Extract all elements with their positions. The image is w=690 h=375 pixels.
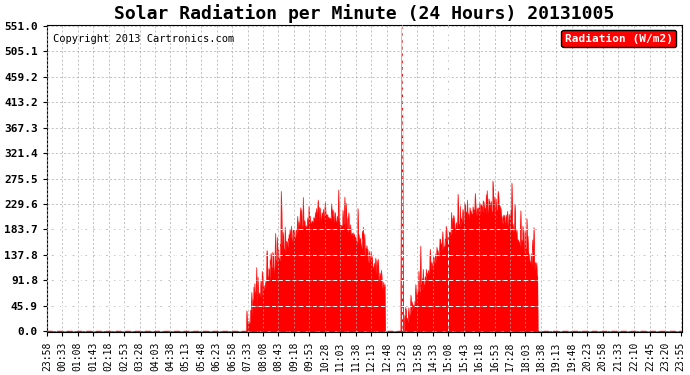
Title: Solar Radiation per Minute (24 Hours) 20131005: Solar Radiation per Minute (24 Hours) 20… — [114, 4, 614, 23]
Legend: Radiation (W/m2): Radiation (W/m2) — [562, 30, 676, 47]
Text: Copyright 2013 Cartronics.com: Copyright 2013 Cartronics.com — [53, 34, 235, 44]
